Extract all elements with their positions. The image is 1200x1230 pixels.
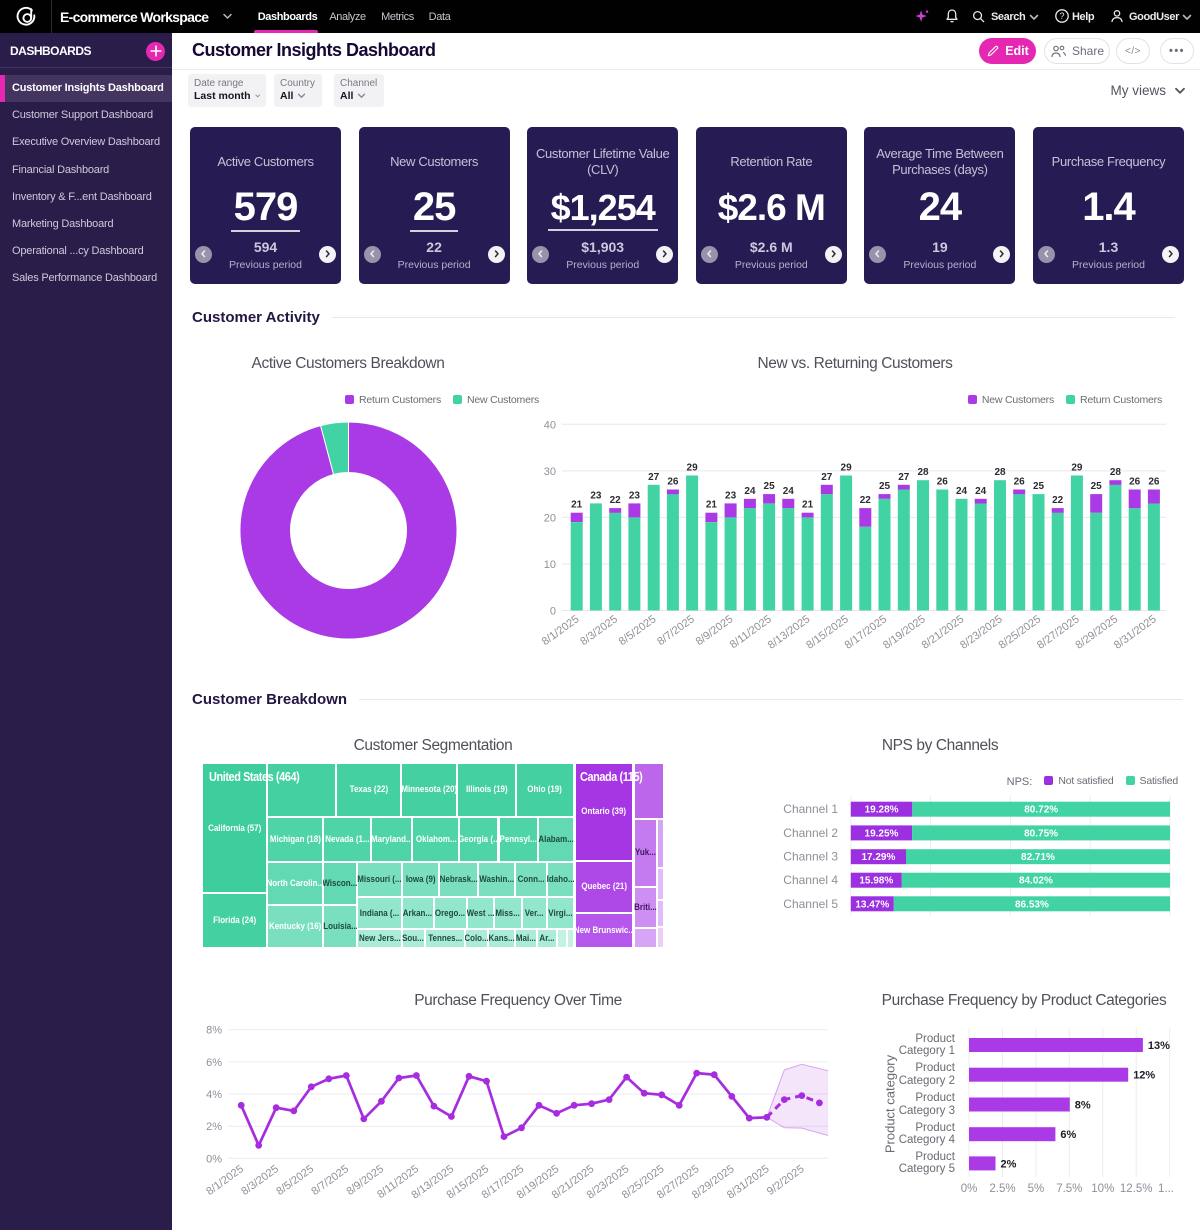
svg-text:8/17/2025: 8/17/2025: [843, 613, 890, 651]
svg-text:28: 28: [1110, 467, 1122, 478]
svg-text:26: 26: [937, 477, 949, 488]
svg-text:23: 23: [725, 490, 737, 501]
svg-text:8/31/2025: 8/31/2025: [1112, 613, 1159, 651]
svg-text:25: 25: [1033, 481, 1045, 492]
svg-text:8/5/2025: 8/5/2025: [617, 613, 659, 648]
svg-text:24: 24: [975, 486, 987, 497]
svg-text:26: 26: [1014, 477, 1026, 488]
svg-text:24: 24: [956, 486, 968, 497]
svg-text:28: 28: [994, 467, 1006, 478]
svg-text:4%: 4%: [206, 1089, 222, 1101]
svg-text:2%: 2%: [206, 1121, 222, 1133]
svg-text:6%: 6%: [1060, 1129, 1076, 1141]
svg-text:40: 40: [544, 419, 556, 431]
svg-text:22: 22: [1052, 495, 1064, 506]
svg-text:8%: 8%: [206, 1025, 222, 1037]
svg-text:8/3/2025: 8/3/2025: [578, 613, 620, 648]
svg-text:84.02%: 84.02%: [1019, 876, 1053, 887]
svg-text:Channel 4: Channel 4: [783, 873, 838, 887]
svg-text:27: 27: [821, 472, 833, 483]
svg-text:22: 22: [860, 495, 872, 506]
svg-text:13%: 13%: [1148, 1040, 1170, 1052]
svg-text:0: 0: [550, 606, 556, 618]
svg-text:28: 28: [917, 467, 929, 478]
svg-text:26: 26: [1148, 477, 1160, 488]
svg-text:9/2/2025: 9/2/2025: [765, 1163, 807, 1198]
svg-text:8/1/2025: 8/1/2025: [540, 613, 582, 648]
svg-text:21: 21: [706, 500, 718, 511]
svg-text:82.71%: 82.71%: [1021, 852, 1055, 863]
svg-text:22: 22: [610, 495, 622, 506]
svg-text:25: 25: [764, 481, 776, 492]
svg-text:8/7/2025: 8/7/2025: [309, 1163, 351, 1198]
svg-text:19.28%: 19.28%: [865, 805, 899, 816]
svg-text:8/3/2025: 8/3/2025: [239, 1163, 281, 1198]
svg-text:2%: 2%: [1001, 1158, 1017, 1170]
svg-text:8/11/2025: 8/11/2025: [728, 613, 774, 651]
svg-text:8/1/2025: 8/1/2025: [204, 1163, 246, 1198]
svg-text:29: 29: [1071, 463, 1083, 474]
svg-text:21: 21: [571, 500, 583, 511]
svg-text:12%: 12%: [1133, 1070, 1155, 1082]
svg-text:?: ?: [1059, 11, 1064, 21]
svg-text:23: 23: [590, 490, 602, 501]
svg-text:29: 29: [687, 463, 699, 474]
svg-text:26: 26: [1129, 477, 1141, 488]
svg-text:8/23/2025: 8/23/2025: [958, 613, 1005, 651]
svg-text:25: 25: [879, 481, 891, 492]
svg-text:8/19/2025: 8/19/2025: [881, 613, 928, 651]
svg-text:8/13/2025: 8/13/2025: [766, 613, 813, 651]
svg-text:26: 26: [667, 477, 679, 488]
svg-text:30: 30: [544, 466, 556, 478]
svg-text:24: 24: [783, 486, 795, 497]
svg-text:0%: 0%: [206, 1153, 222, 1165]
svg-text:23: 23: [629, 490, 641, 501]
svg-text:25: 25: [1091, 481, 1103, 492]
svg-text:13.47%: 13.47%: [855, 899, 889, 910]
svg-text:15.98%: 15.98%: [859, 876, 893, 887]
svg-text:7.5%: 7.5%: [1056, 1183, 1082, 1195]
svg-text:24: 24: [744, 486, 756, 497]
svg-text:10%: 10%: [1091, 1183, 1114, 1195]
svg-text:80.72%: 80.72%: [1024, 805, 1058, 816]
svg-text:27: 27: [648, 472, 660, 483]
svg-text:6%: 6%: [206, 1057, 222, 1069]
svg-text:Channel 1: Channel 1: [783, 802, 838, 816]
svg-text:Channel 2: Channel 2: [783, 826, 838, 840]
svg-text:27: 27: [898, 472, 910, 483]
svg-text:1...: 1...: [1158, 1183, 1174, 1195]
svg-text:20: 20: [544, 512, 556, 524]
svg-text:19.25%: 19.25%: [865, 828, 899, 839]
svg-text:8/15/2025: 8/15/2025: [804, 613, 851, 651]
svg-text:8/25/2025: 8/25/2025: [997, 613, 1044, 651]
svg-text:29: 29: [841, 463, 853, 474]
svg-text:0%: 0%: [961, 1183, 978, 1195]
svg-text:Channel 3: Channel 3: [783, 850, 838, 864]
svg-text:5%: 5%: [1028, 1183, 1045, 1195]
svg-text:Channel 5: Channel 5: [783, 897, 838, 911]
svg-text:21: 21: [802, 500, 814, 511]
svg-text:8/5/2025: 8/5/2025: [274, 1163, 316, 1198]
svg-text:10: 10: [544, 559, 556, 571]
svg-text:17.29%: 17.29%: [861, 852, 895, 863]
svg-text:8%: 8%: [1075, 1100, 1091, 1112]
svg-text:8/29/2025: 8/29/2025: [1074, 613, 1121, 651]
svg-text:12.5%: 12.5%: [1120, 1183, 1153, 1195]
svg-text:8/27/2025: 8/27/2025: [1035, 613, 1082, 651]
svg-text:2.5%: 2.5%: [989, 1183, 1015, 1195]
svg-text:80.75%: 80.75%: [1024, 828, 1058, 839]
svg-text:8/21/2025: 8/21/2025: [920, 613, 967, 651]
svg-text:8/7/2025: 8/7/2025: [655, 613, 697, 648]
svg-text:86.53%: 86.53%: [1015, 899, 1049, 910]
